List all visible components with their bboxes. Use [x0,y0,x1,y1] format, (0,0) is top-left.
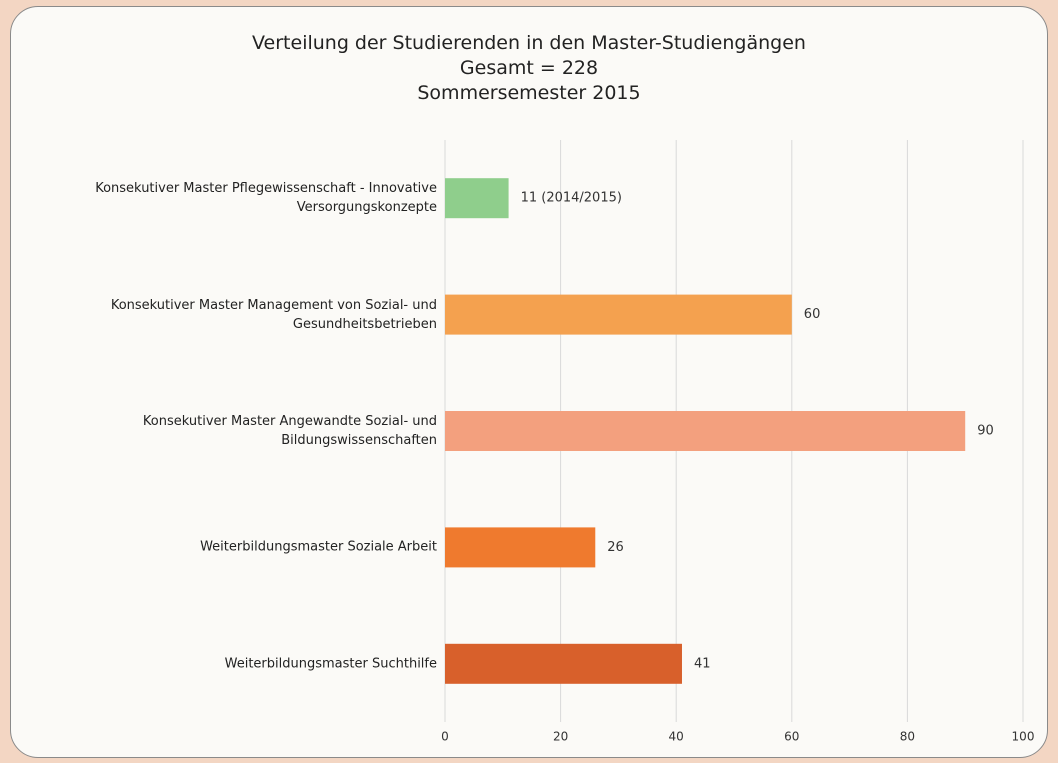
x-tick-label: 40 [669,730,684,744]
x-tick-label: 60 [784,730,799,744]
bar [445,527,596,568]
bar [445,294,792,335]
data-label: 11 (2014/2015) [521,191,622,206]
panel [10,6,1048,758]
y-tick-label: Weiterbildungsmaster Soziale Arbeit [200,539,437,555]
y-tick-label: Weiterbildungsmaster Suchthilfe [224,656,437,672]
chart-title: Gesamt = 228 [459,57,599,79]
x-tick-label: 80 [900,730,915,744]
x-tick-label: 0 [441,730,449,744]
bar [445,411,966,451]
x-tick-label: 100 [1012,730,1035,744]
data-label: 60 [804,307,821,322]
data-label: 90 [977,424,994,439]
y-tick-label: Konsekutiver Master Management von Sozia… [110,297,437,332]
chart-title: Sommersemester 2015 [417,82,641,104]
bar [445,643,682,684]
data-label: 41 [694,656,711,671]
data-label: 26 [607,540,624,555]
bar [445,178,509,219]
y-tick-label: Konsekutiver Master Pflegewissenschaft -… [95,181,437,216]
y-tick-label: Konsekutiver Master Angewandte Sozial- u… [142,414,437,448]
chart-title: Verteilung der Studierenden in den Maste… [252,32,806,54]
x-tick-label: 20 [553,730,568,744]
